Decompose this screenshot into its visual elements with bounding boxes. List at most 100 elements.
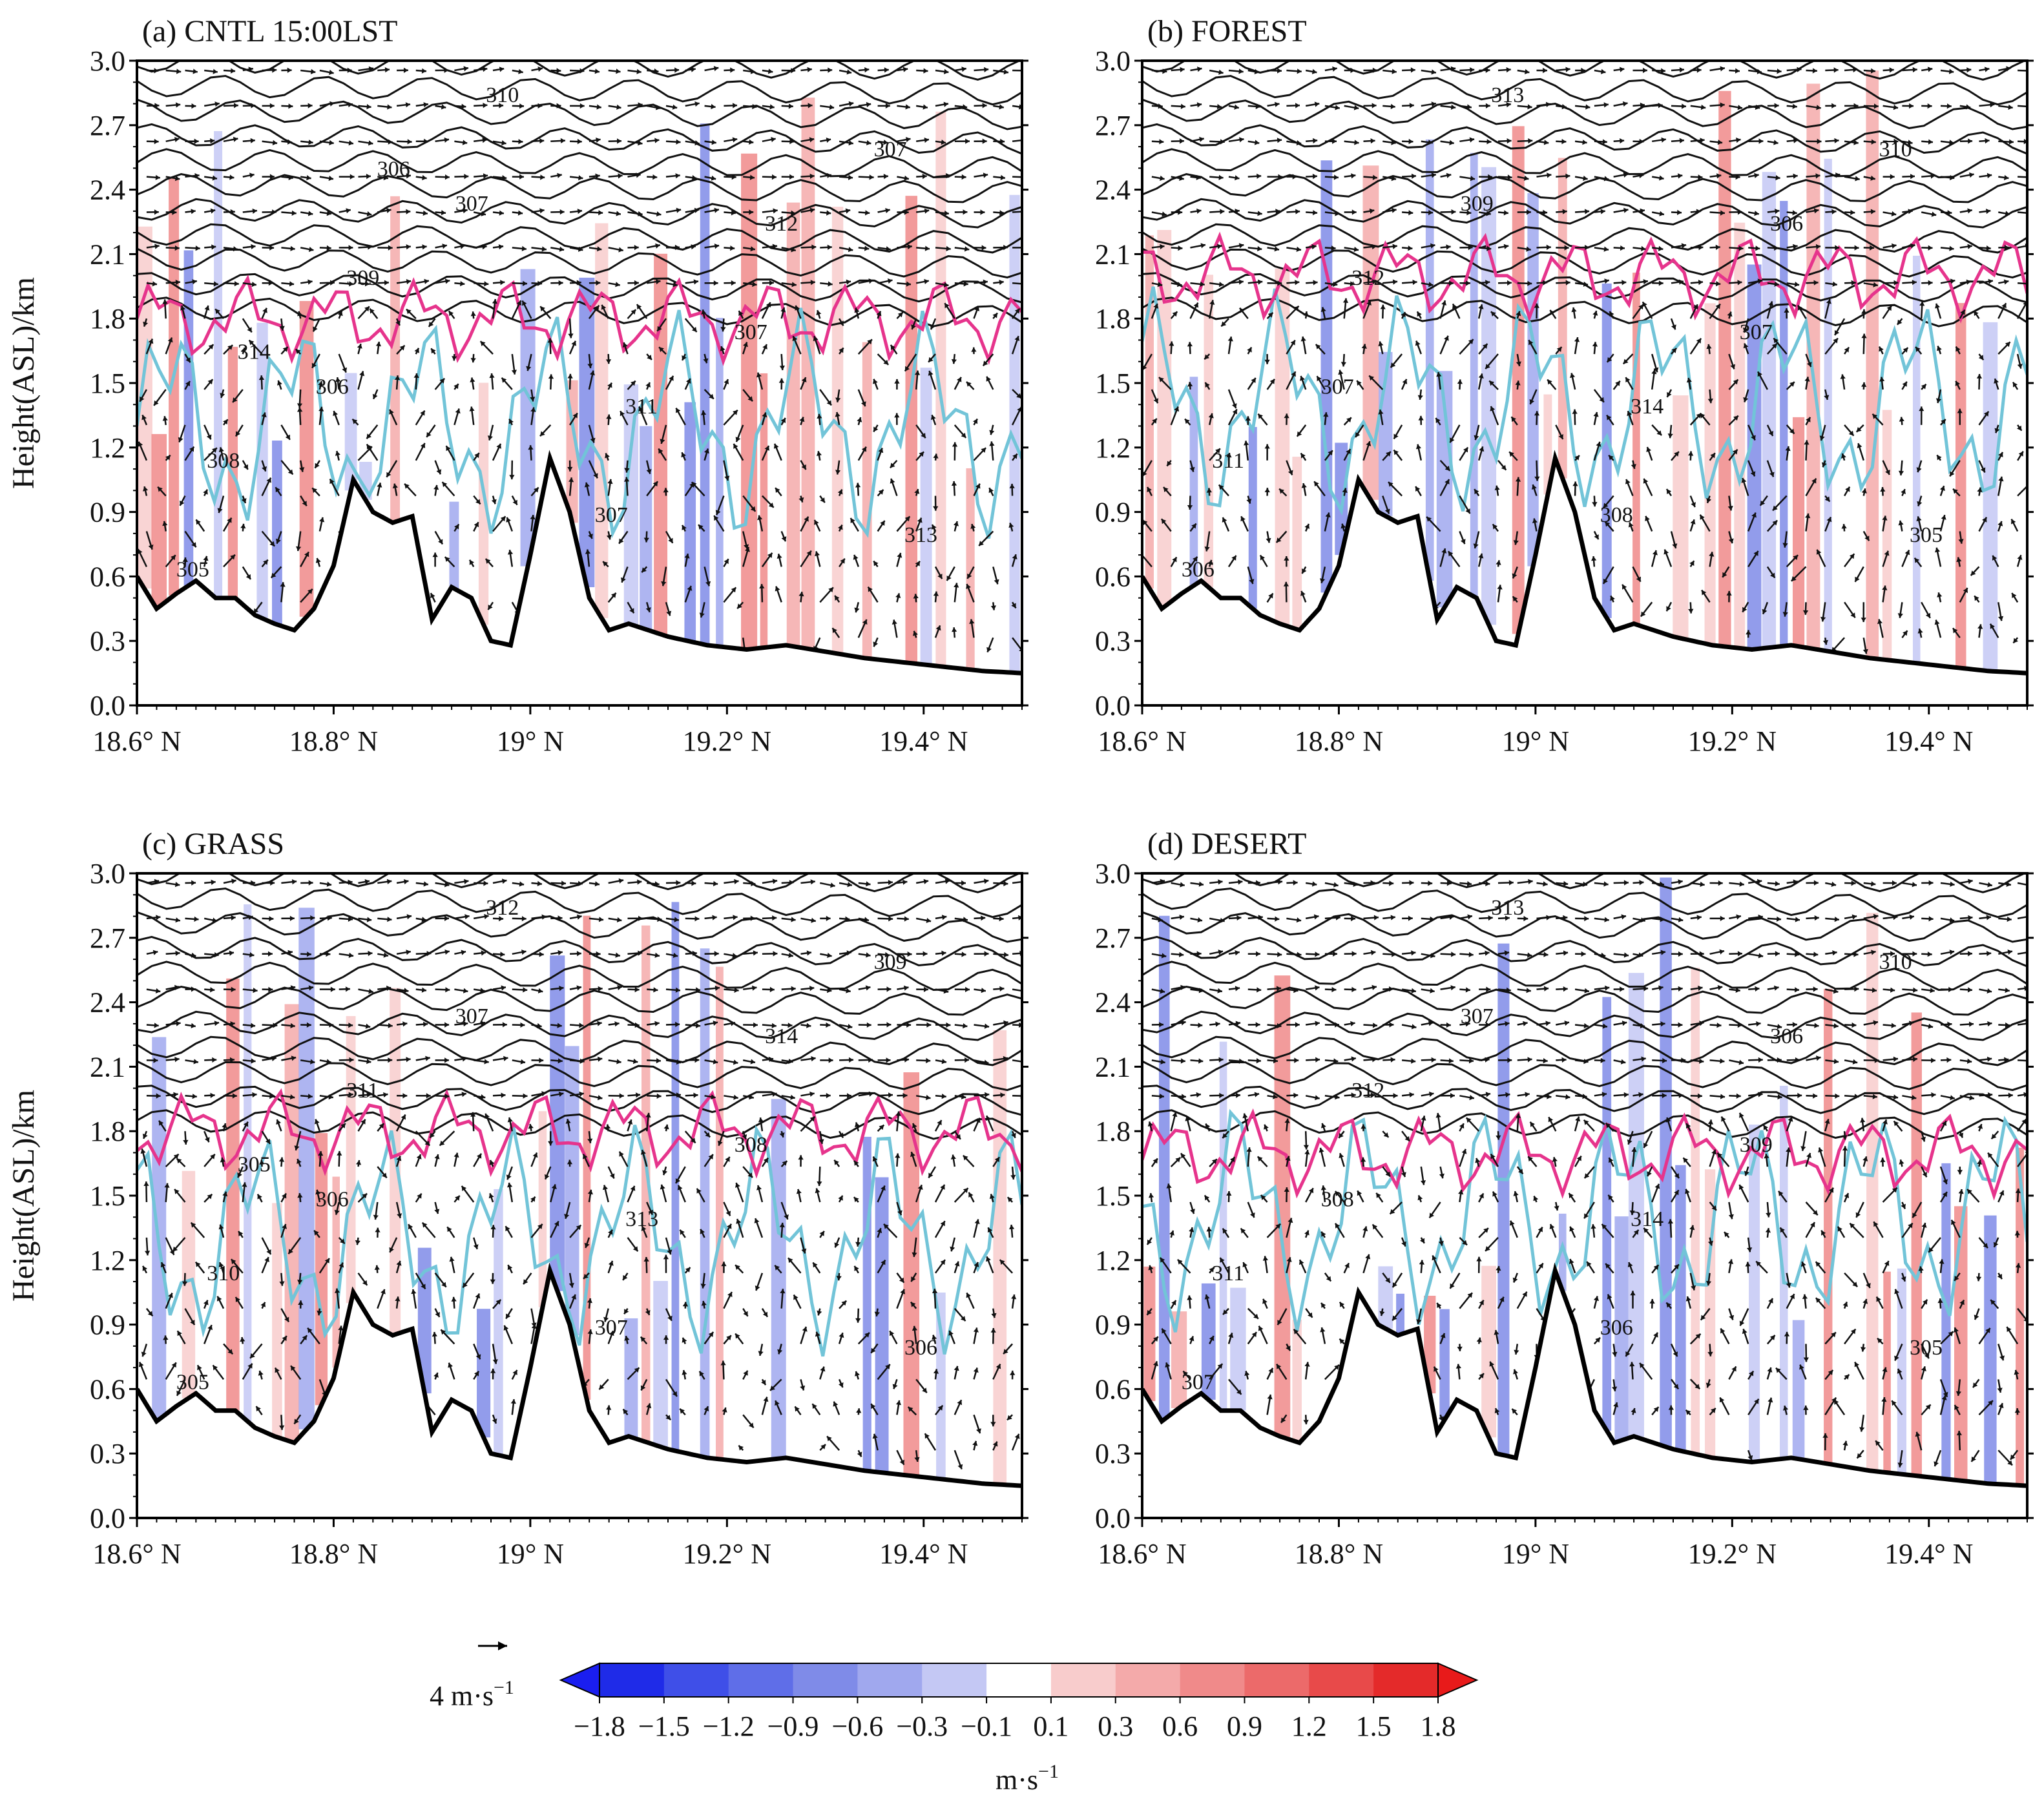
wind-vector-head [359,371,365,377]
wind-vector-head [1898,520,1904,526]
wind-vector-head [1897,613,1903,618]
wind-vector-head [923,878,929,884]
wind-vector-head [1622,280,1627,286]
wind-vector-head [1409,103,1414,109]
y-tick-label: 1.8 [90,1116,125,1147]
wind-vector-head [1908,209,1913,214]
wind-vector-head [577,209,582,214]
wind-vector-head [176,1021,181,1026]
wind-vector-head [576,1225,581,1231]
wind-vector-head [838,1195,843,1201]
wind-vector-head [632,1246,638,1252]
wind-vector-head [231,986,236,992]
wind-vector-head [1792,103,1797,109]
wind-vector-head [509,475,515,480]
wind-vector-head [577,914,582,920]
wind-vector-head [1902,381,1907,387]
wind-vector-head [1011,1294,1017,1300]
wind-vector-head [584,482,590,488]
wind-vector-head [182,557,188,562]
wind-vector-head [888,880,893,886]
wind-vector-head [966,1293,972,1298]
wind-vector-head [758,1351,764,1356]
wind-vector-head [989,441,995,446]
wind-vector-head [1009,1225,1015,1230]
wind-vector-head [1198,1023,1203,1028]
wind-vector-head [699,1371,704,1377]
wind-vector-head [616,1059,621,1065]
wind-vector-head [721,1262,727,1267]
wind-vector-head [428,321,434,327]
wind-vector-head [1187,505,1193,510]
wind-vector-head [2013,638,2018,643]
wind-vector-head [251,880,256,886]
wind-vector-head [297,407,303,412]
wind-vector-head [1955,380,1961,386]
wind-vector-head [396,1156,402,1161]
wind-vector-head [638,950,643,956]
wind-vector-head [1435,418,1441,424]
w-shading-cell [152,1037,167,1420]
wind-vector-head [441,1282,446,1287]
wind-vector-head [665,1415,671,1420]
wind-vector-head [1854,245,1859,251]
wind-vector-head [1190,1209,1195,1214]
wind-vector-head [1342,298,1349,303]
wind-vector-head [881,1185,886,1191]
wind-vector-head [1604,278,1609,284]
wind-vector-head [1592,502,1598,507]
wind-vector-head [1260,555,1265,561]
wind-vector-head [337,1150,342,1156]
wind-vector-head [1601,68,1606,74]
wind-vector-head [156,915,161,920]
wind-vector-head [173,1092,178,1097]
theta-contour-line [137,61,1022,81]
wind-vector-head [168,1293,173,1298]
wind-vector-head [1451,209,1456,215]
theta-contour-line [1142,1109,2027,1140]
wind-vector-head [595,173,600,179]
wind-vector-head [426,951,432,957]
wind-vector-head [433,1373,439,1378]
wind-vector-head [541,914,547,920]
wind-vector-head [654,1021,660,1026]
wind-vector-head [1226,453,1232,458]
wind-vector-head [278,1157,285,1162]
wind-vector-head [501,985,506,991]
wind-vector-head [1007,1415,1012,1420]
wind-vector-head [1793,173,1798,179]
wind-vector-head [854,1265,859,1271]
wind-vector-head [1642,302,1647,307]
wind-vector-head [1506,67,1511,73]
theta-contour-label: 312 [765,212,798,236]
theta-contour-line [137,985,1022,1016]
wind-vector-head [1295,280,1300,286]
wind-vector-head [1720,210,1725,216]
wind-vector-head [287,950,293,955]
wind-vector-head [1482,344,1488,349]
wind-vector-head [836,1276,842,1281]
wind-vector-head [957,1400,963,1406]
wind-vector-head [1564,245,1569,251]
wind-vector-head [1691,502,1696,508]
theta-contour-line [137,148,1022,179]
wind-vector-head [1746,630,1751,635]
wind-vector-head [724,379,729,384]
theta-contour-label: 305 [176,1370,209,1394]
wind-vector-head [788,1258,793,1263]
wind-vector-head [266,1249,271,1255]
y-tick-label: 1.2 [90,1245,125,1276]
wind-vector-head [207,379,213,385]
wind-vector-head [926,1022,932,1028]
wind-vector-head [1806,417,1811,422]
wind-vector-head [952,627,957,632]
wind-vector-head [1172,311,1178,317]
wind-vector-head [143,321,149,327]
panel-title: (b) FOREST [1147,14,1307,48]
wind-vector-head [1314,481,1319,487]
wind-vector-head [176,68,182,74]
wind-vector-head [1185,1116,1191,1121]
w-shading-cell [1143,1266,1156,1402]
theta-contours [137,873,1022,1140]
